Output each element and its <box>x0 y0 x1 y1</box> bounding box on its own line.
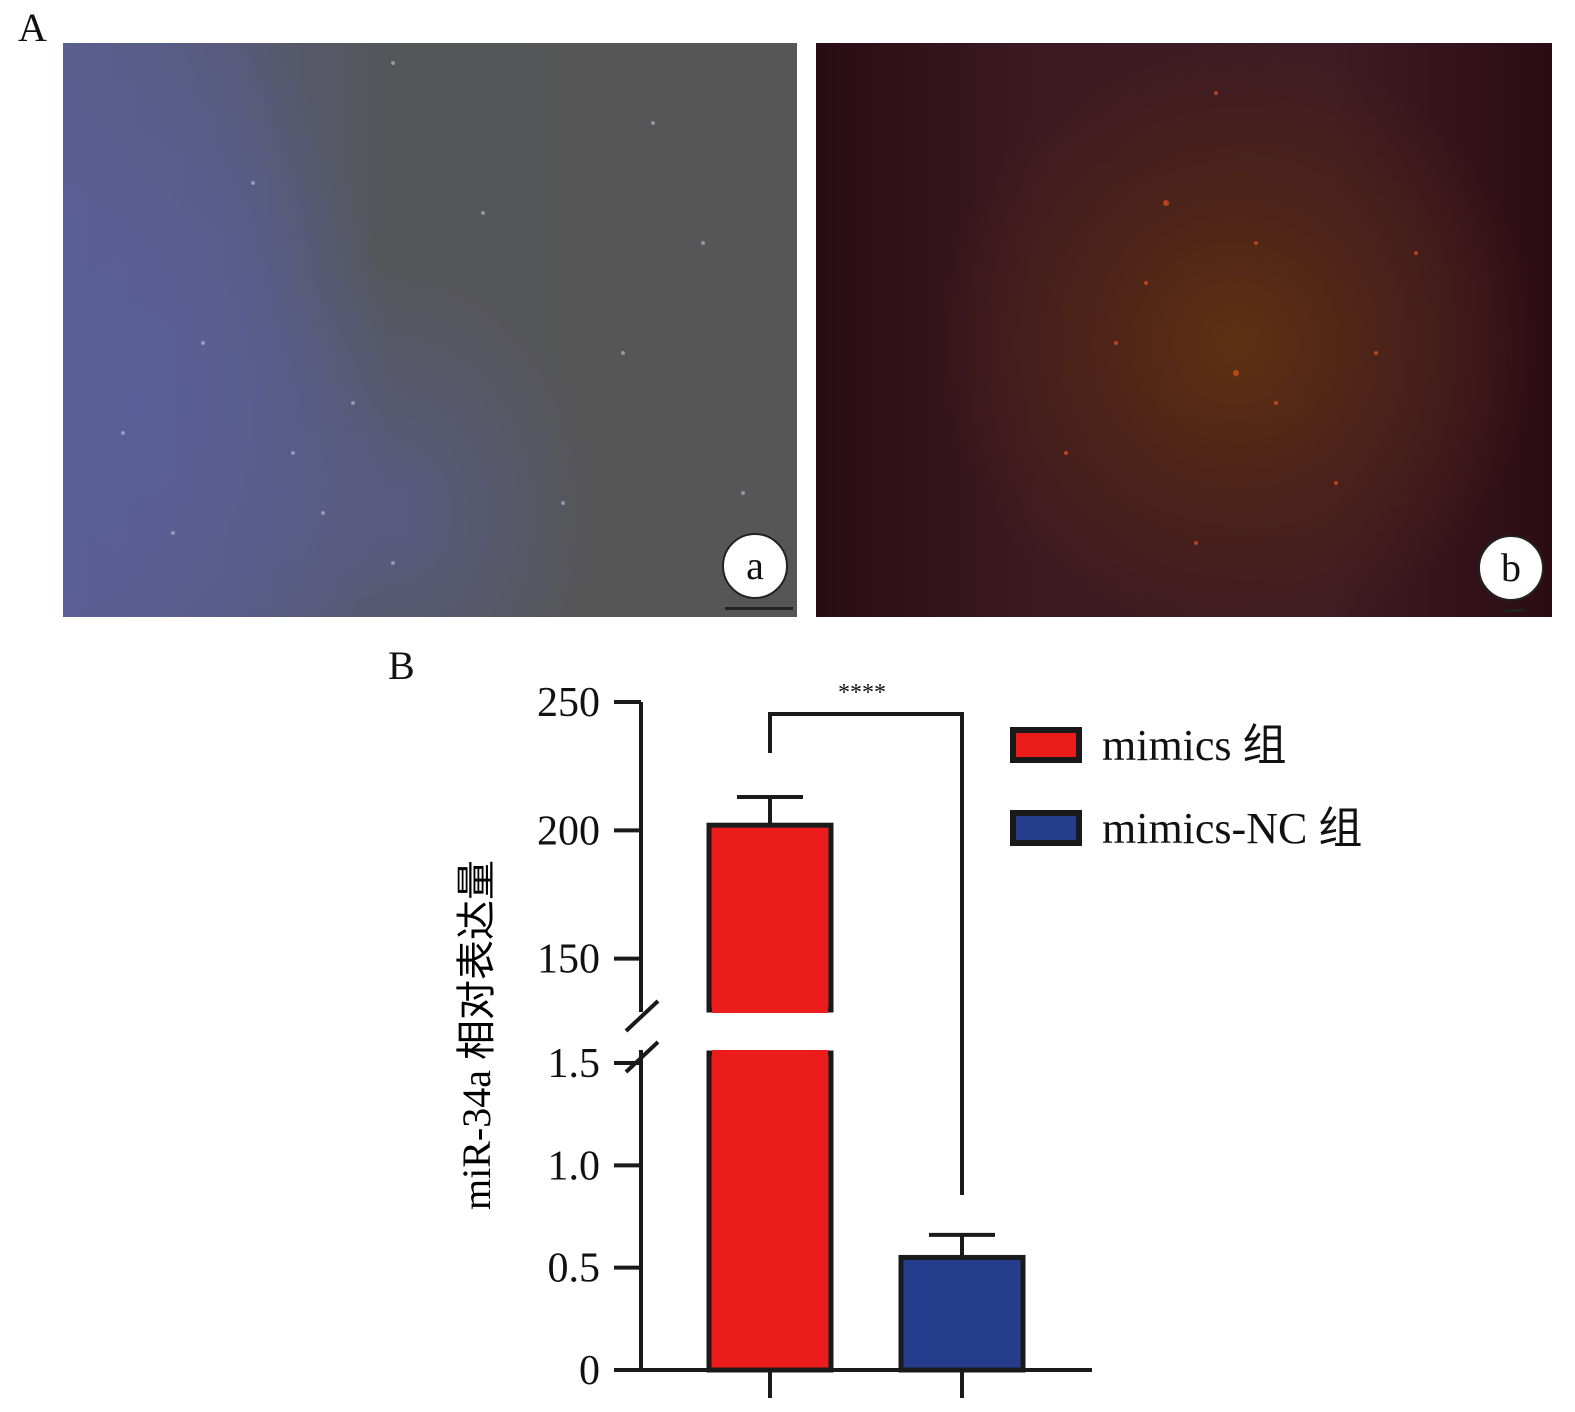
y-tick-label: 1.0 <box>548 1143 601 1189</box>
y-tick-label: 250 <box>537 680 600 726</box>
y-tick-label: 1.5 <box>548 1041 601 1087</box>
significance-stars: **** <box>838 680 886 706</box>
subpanel-b-badge: b <box>1478 535 1544 601</box>
cell-speckles-b <box>1064 91 1418 545</box>
legend-swatch-0 <box>1010 727 1082 763</box>
panel-a-label: A <box>18 5 47 50</box>
micrograph-fluorescence <box>816 43 1552 617</box>
cell-speckles-a <box>121 61 745 565</box>
significance-bracket: **** <box>768 680 964 1195</box>
y-tick-label: 0 <box>579 1348 600 1394</box>
bar-0-lower <box>706 1050 834 1373</box>
subpanel-a-badge: a <box>722 533 788 599</box>
micrograph-bright-field <box>63 43 797 617</box>
scale-bar-a <box>725 607 793 610</box>
axis-break-mark-lower <box>624 1040 660 1074</box>
legend-swatch-1 <box>1010 810 1082 846</box>
legend-label-1: mimics-NC 组 <box>1102 804 1362 853</box>
bar-1 <box>898 1254 1026 1373</box>
legend: mimics 组 mimics-NC 组 <box>1010 721 1362 853</box>
y-tick-label: 200 <box>537 808 600 854</box>
bar-0-upper <box>706 822 834 1013</box>
axis-break-mark-upper <box>624 999 660 1033</box>
y-axis-label: miR-34a 相对表达量 <box>454 860 499 1210</box>
y-tick-label: 0.5 <box>548 1246 601 1292</box>
bars <box>706 794 1026 1398</box>
bracket-line <box>768 712 964 1195</box>
scale-bar-b <box>1505 609 1525 612</box>
panel-b-label: B <box>388 643 415 688</box>
y-tick-label: 150 <box>537 937 600 983</box>
legend-label-0: mimics 组 <box>1102 721 1287 770</box>
